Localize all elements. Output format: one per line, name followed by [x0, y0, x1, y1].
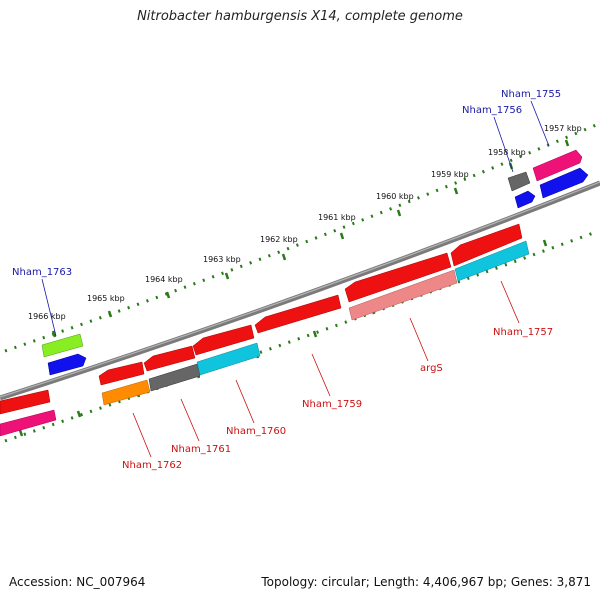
kbp-label-1964: 1964 kbp [145, 275, 183, 284]
label-nham-1757: Nham_1757 [493, 327, 553, 338]
leader-nham-1757 [500, 280, 520, 324]
major-ticks [18, 139, 570, 437]
genome-backbone-highlight [0, 181, 600, 398]
leader-nham-1761 [180, 398, 200, 442]
gene-magenta-left-edge [0, 409, 57, 437]
label-nham-1763: Nham_1763 [12, 267, 72, 278]
forward-genes [41, 149, 589, 376]
kbp-labels: 1966 kbp 1965 kbp 1964 kbp 1963 kbp 1962… [28, 124, 582, 321]
kbp-label-1961: 1961 kbp [318, 213, 356, 222]
gene-nham-1761-gray [148, 363, 201, 392]
tick-1960 [396, 209, 402, 217]
inner-tick-j [542, 239, 548, 247]
tick-1961 [339, 232, 345, 240]
tick-1963 [224, 272, 230, 280]
gene-nham-1757-cyan [454, 240, 530, 282]
kbp-label-1959: 1959 kbp [431, 170, 469, 179]
tick-1964 [165, 291, 171, 299]
kbp-label-1966: 1966 kbp [28, 312, 66, 321]
leader-nham-1759 [311, 353, 331, 397]
gene-args [344, 252, 452, 303]
gene-nham-1762 [98, 361, 145, 386]
inner-tick-a [18, 429, 24, 437]
tick-1957 [564, 139, 570, 147]
kbp-label-1958: 1958 kbp [488, 148, 526, 157]
kbp-label-1965: 1965 kbp [87, 294, 125, 303]
leader-nham-1756 [493, 116, 514, 173]
gene-args-salmon [348, 269, 458, 321]
gene-nham-1755 [532, 149, 583, 182]
inner-tick-b [76, 410, 82, 418]
inner-tick-f [312, 330, 318, 338]
label-nham-1756: Nham_1756 [462, 105, 522, 116]
label-nham-1759: Nham_1759 [302, 399, 362, 410]
gene-nham-1755-blue [539, 167, 589, 199]
kbp-label-1960: 1960 kbp [376, 192, 414, 201]
kbp-label-1962: 1962 kbp [260, 235, 298, 244]
gene-red-left-edge [0, 389, 51, 415]
reverse-genes [0, 223, 530, 437]
label-nham-1762: Nham_1762 [122, 460, 182, 471]
gene-labels: Nham_1763 Nham_1756 Nham_1755 Nham_1762 … [12, 89, 561, 471]
gene-nham-1759 [254, 294, 342, 334]
gene-nham-1763 [41, 333, 84, 358]
gene-nham-1757 [450, 223, 523, 267]
kbp-label-1957: 1957 kbp [544, 124, 582, 133]
label-nham-1755: Nham_1755 [501, 89, 561, 100]
label-nham-1761: Nham_1761 [171, 444, 231, 455]
map-title: Nitrobacter hamburgensis X14, complete g… [137, 9, 463, 24]
leader-args [409, 317, 429, 362]
gene-nham-1763-blue [47, 353, 87, 376]
genome-stats-text: Topology: circular; Length: 4,406,967 bp… [261, 575, 591, 589]
leader-lines [41, 100, 550, 458]
gene-nham-1760-cyan [196, 342, 261, 376]
tick-1962 [281, 253, 287, 261]
gene-nham-1756-blue [514, 190, 536, 209]
tick-1966 [51, 330, 57, 338]
leader-nham-1755 [530, 100, 550, 147]
label-nham-1760: Nham_1760 [226, 426, 286, 437]
accession-text: Accession: NC_007964 [9, 575, 146, 589]
leader-nham-1762 [132, 412, 152, 458]
kbp-label-1963: 1963 kbp [203, 255, 241, 264]
label-args: argS [420, 363, 443, 374]
leader-nham-1763 [41, 278, 57, 337]
leader-nham-1760 [235, 379, 255, 424]
gene-nham-1760 [192, 324, 255, 356]
gene-nham-1762-orange [101, 379, 151, 406]
tick-1965 [107, 310, 113, 318]
tick-1959 [453, 187, 459, 195]
gene-nham-1761 [143, 345, 196, 372]
genome-backbone [0, 180, 600, 401]
gene-nham-1756 [507, 171, 531, 192]
